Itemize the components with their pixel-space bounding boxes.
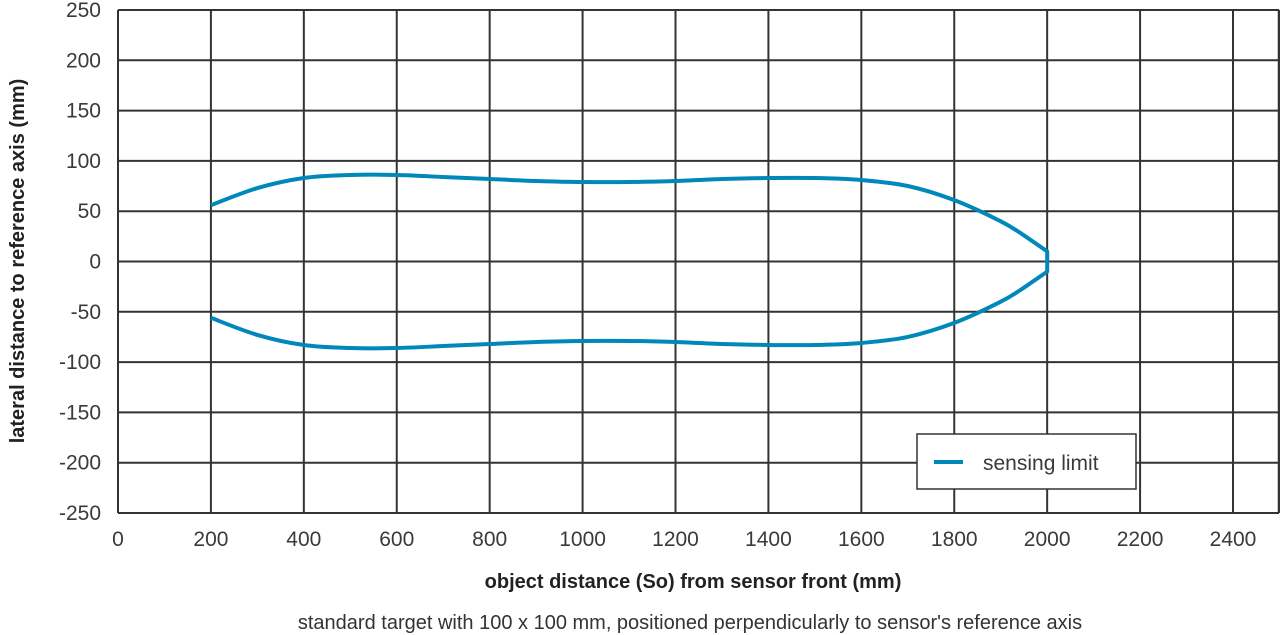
x-tick-label: 2400	[1210, 528, 1257, 551]
x-tick-label: 1600	[838, 528, 885, 551]
sensing-limit-curve	[210, 172, 1050, 351]
grid	[117, 9, 1280, 514]
x-tick-label: 400	[286, 528, 321, 551]
legend-label: sensing limit	[983, 452, 1099, 475]
y-tick-label: 100	[66, 150, 101, 173]
x-tick-label: 1800	[931, 528, 978, 551]
y-tick-label: 200	[66, 49, 101, 72]
x-tick-label: 800	[472, 528, 507, 551]
x-tick-label: 1200	[652, 528, 699, 551]
y-tick-label: -100	[59, 351, 101, 374]
x-tick-label: 1400	[745, 528, 792, 551]
x-tick-label: 0	[112, 528, 124, 551]
y-tick-label: 150	[66, 100, 101, 123]
y-tick-label: 50	[78, 200, 101, 223]
x-tick-label: 2000	[1024, 528, 1071, 551]
chart-subtitle: standard target with 100 x 100 mm, posit…	[298, 612, 1082, 634]
x-tick-label: 200	[193, 528, 228, 551]
x-tick-labels: 0 200 400 600 800 1000 1200 1400 1600 1800 2000 220…	[112, 528, 1256, 551]
legend: sensing limit	[916, 433, 1137, 490]
x-tick-label: 600	[379, 528, 414, 551]
y-tick-label: -150	[59, 401, 101, 424]
y-tick-label: -200	[59, 452, 101, 475]
y-tick-label: -250	[59, 502, 101, 525]
y-axis-title: lateral distance to reference axis (mm)	[7, 79, 29, 444]
x-tick-label: 2200	[1117, 528, 1164, 551]
x-tick-label: 1000	[559, 528, 606, 551]
y-tick-label: -50	[71, 301, 101, 324]
series-line	[210, 172, 1050, 351]
y-tick-labels: 250 200 150 100 50 0 -50 -100 -150 -200 -250	[59, 0, 101, 525]
y-tick-label: 250	[66, 0, 101, 22]
y-tick-label: 0	[89, 251, 101, 274]
x-axis-title: object distance (So) from sensor front (…	[485, 571, 902, 593]
